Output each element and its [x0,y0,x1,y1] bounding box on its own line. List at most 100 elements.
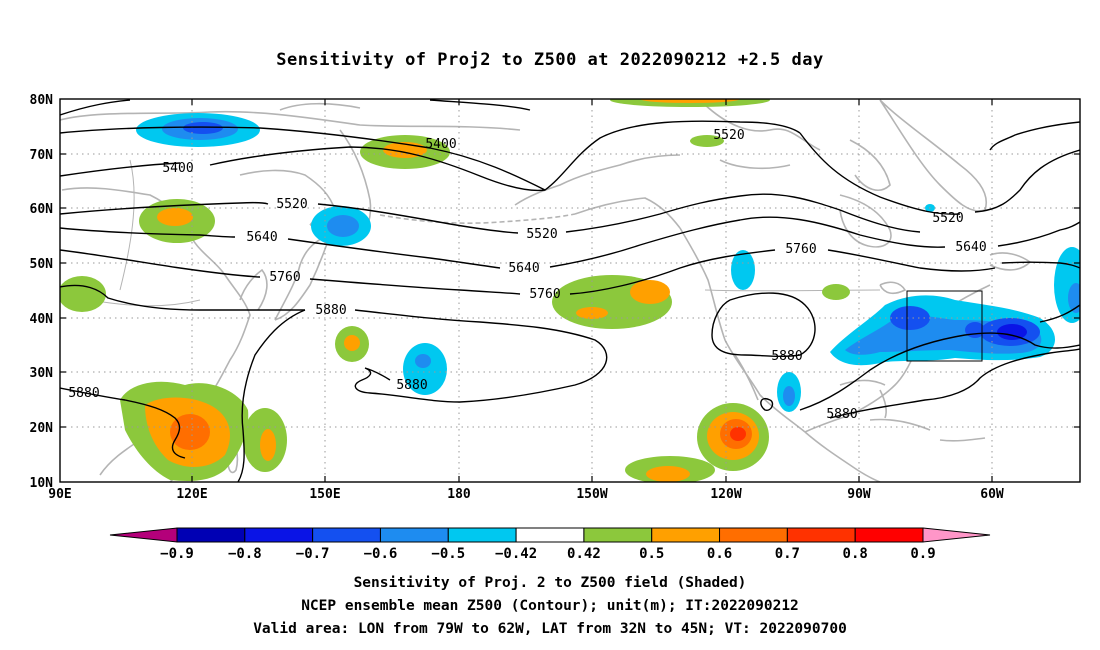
contour-labels: 5400 5400 5520 5520 5520 5520 5640 5640 … [68,128,986,422]
shade-negative [403,343,447,395]
contour-line [317,203,519,234]
shade-negative [415,354,431,368]
lon-axis: 90E 120E 150E 180 150W 120W 90W 60W [48,487,1004,502]
contour-line [1001,261,1080,269]
shade-positive [822,284,850,300]
contour-line [760,398,774,411]
contour-line [569,249,776,295]
colorbar-label: −0.9 [160,546,194,562]
colorbar-box [854,527,924,543]
colorbar-box [312,527,381,543]
contour-line [989,121,1080,151]
map-title: Sensitivity of Proj2 to Z500 at 20220902… [276,50,824,70]
z500-contours [60,99,1080,482]
shade-negative [1068,283,1080,313]
gridlines [60,99,1080,482]
colorbar-arrow-high [922,527,991,543]
caption-line: Valid area: LON from 79W to 62W, LAT fro… [253,621,847,637]
shade-positive [60,276,106,312]
colorbar-box [651,527,721,543]
lon-label: 120E [176,487,207,502]
colorbar-label: 0.7 [775,546,800,562]
colorbar-box [176,527,246,543]
contour-line [997,221,1080,247]
shade-positive [344,335,360,351]
colorbar-label: 0.6 [707,546,732,562]
colorbar-label: −0.7 [296,546,330,562]
contour-label: 5520 [276,197,307,212]
contour-line [60,284,305,311]
contour-label: 5520 [932,211,963,226]
shade-positive [157,208,193,226]
colorbar-arrow-low [109,527,178,543]
contour-line [237,309,306,482]
colorbar-box [583,527,653,543]
colorbar-label: 0.9 [910,546,935,562]
shade-negative [783,386,795,406]
contour-line [60,387,186,459]
contour-label: 5400 [162,161,193,176]
contour-label: 5640 [246,230,277,245]
contour-label: 5400 [425,137,456,152]
contour-label: 5880 [68,386,99,401]
shade-negative [1054,247,1080,323]
lon-label: 60W [980,487,1004,502]
contour-line [60,99,131,116]
contour-label: 5760 [269,270,300,285]
contour-line [799,132,961,215]
contour-line [60,120,801,191]
shade-negative [731,250,755,290]
lon-label: 120W [710,487,741,502]
colorbar-label: −0.6 [364,546,398,562]
valid-area-box [906,290,983,362]
contour-label: 5880 [315,303,346,318]
colorbar-box [719,527,788,543]
contour-label: 5520 [526,227,557,242]
contour-line [354,309,608,403]
shade-negative [890,306,930,330]
colorbar-label: −0.42 [495,546,537,562]
contour-line [799,332,1080,411]
shade-negative [327,215,359,237]
lon-label: 90E [48,487,71,502]
lat-axis: 80N 70N 60N 50N 40N 30N 20N 10N [30,93,54,491]
colorbar: −0.9 −0.8 −0.7 −0.6 −0.5 −0.42 0.42 0.5 0.6 0.7 0.… [109,527,991,562]
colorbar-box [786,527,856,543]
contour-line [287,238,501,269]
contour-label: 5760 [785,242,816,257]
shade-positive [576,307,608,319]
caption-line: Sensitivity of Proj. 2 to Z500 field (Sh… [353,575,747,591]
shade-positive [630,280,670,304]
shade-positive [260,429,276,461]
contour-line [60,249,261,278]
colorbar-box [447,527,517,543]
colorbar-box [244,527,314,543]
contour-line [565,193,921,233]
shade-negative [997,324,1027,340]
contour-label: 5520 [713,128,744,143]
contour-line [60,227,236,238]
colorbar-box [515,527,585,543]
contour-line [60,201,269,215]
contour-line [549,216,946,268]
contour-line [827,249,996,272]
lon-label: 90W [847,487,871,502]
caption: Sensitivity of Proj. 2 to Z500 field (Sh… [0,572,1100,641]
lat-label: 40N [30,312,54,327]
contour-line [309,278,521,295]
lat-label: 20N [30,421,54,436]
lon-label: 150E [309,487,340,502]
shade-positive [646,466,690,482]
contour-label: 5640 [508,261,539,276]
contour-line [974,149,1080,213]
contour-line [60,162,181,177]
colorbar-label: −0.8 [228,546,262,562]
contour-label: 5640 [955,240,986,255]
plot-frame [59,98,1081,483]
lat-label: 30N [30,366,54,381]
lat-label: 50N [30,257,54,272]
colorbar-label: 0.8 [843,546,868,562]
lon-label: 180 [447,487,471,502]
contour-line [1039,304,1080,323]
shade-positive [170,414,210,450]
